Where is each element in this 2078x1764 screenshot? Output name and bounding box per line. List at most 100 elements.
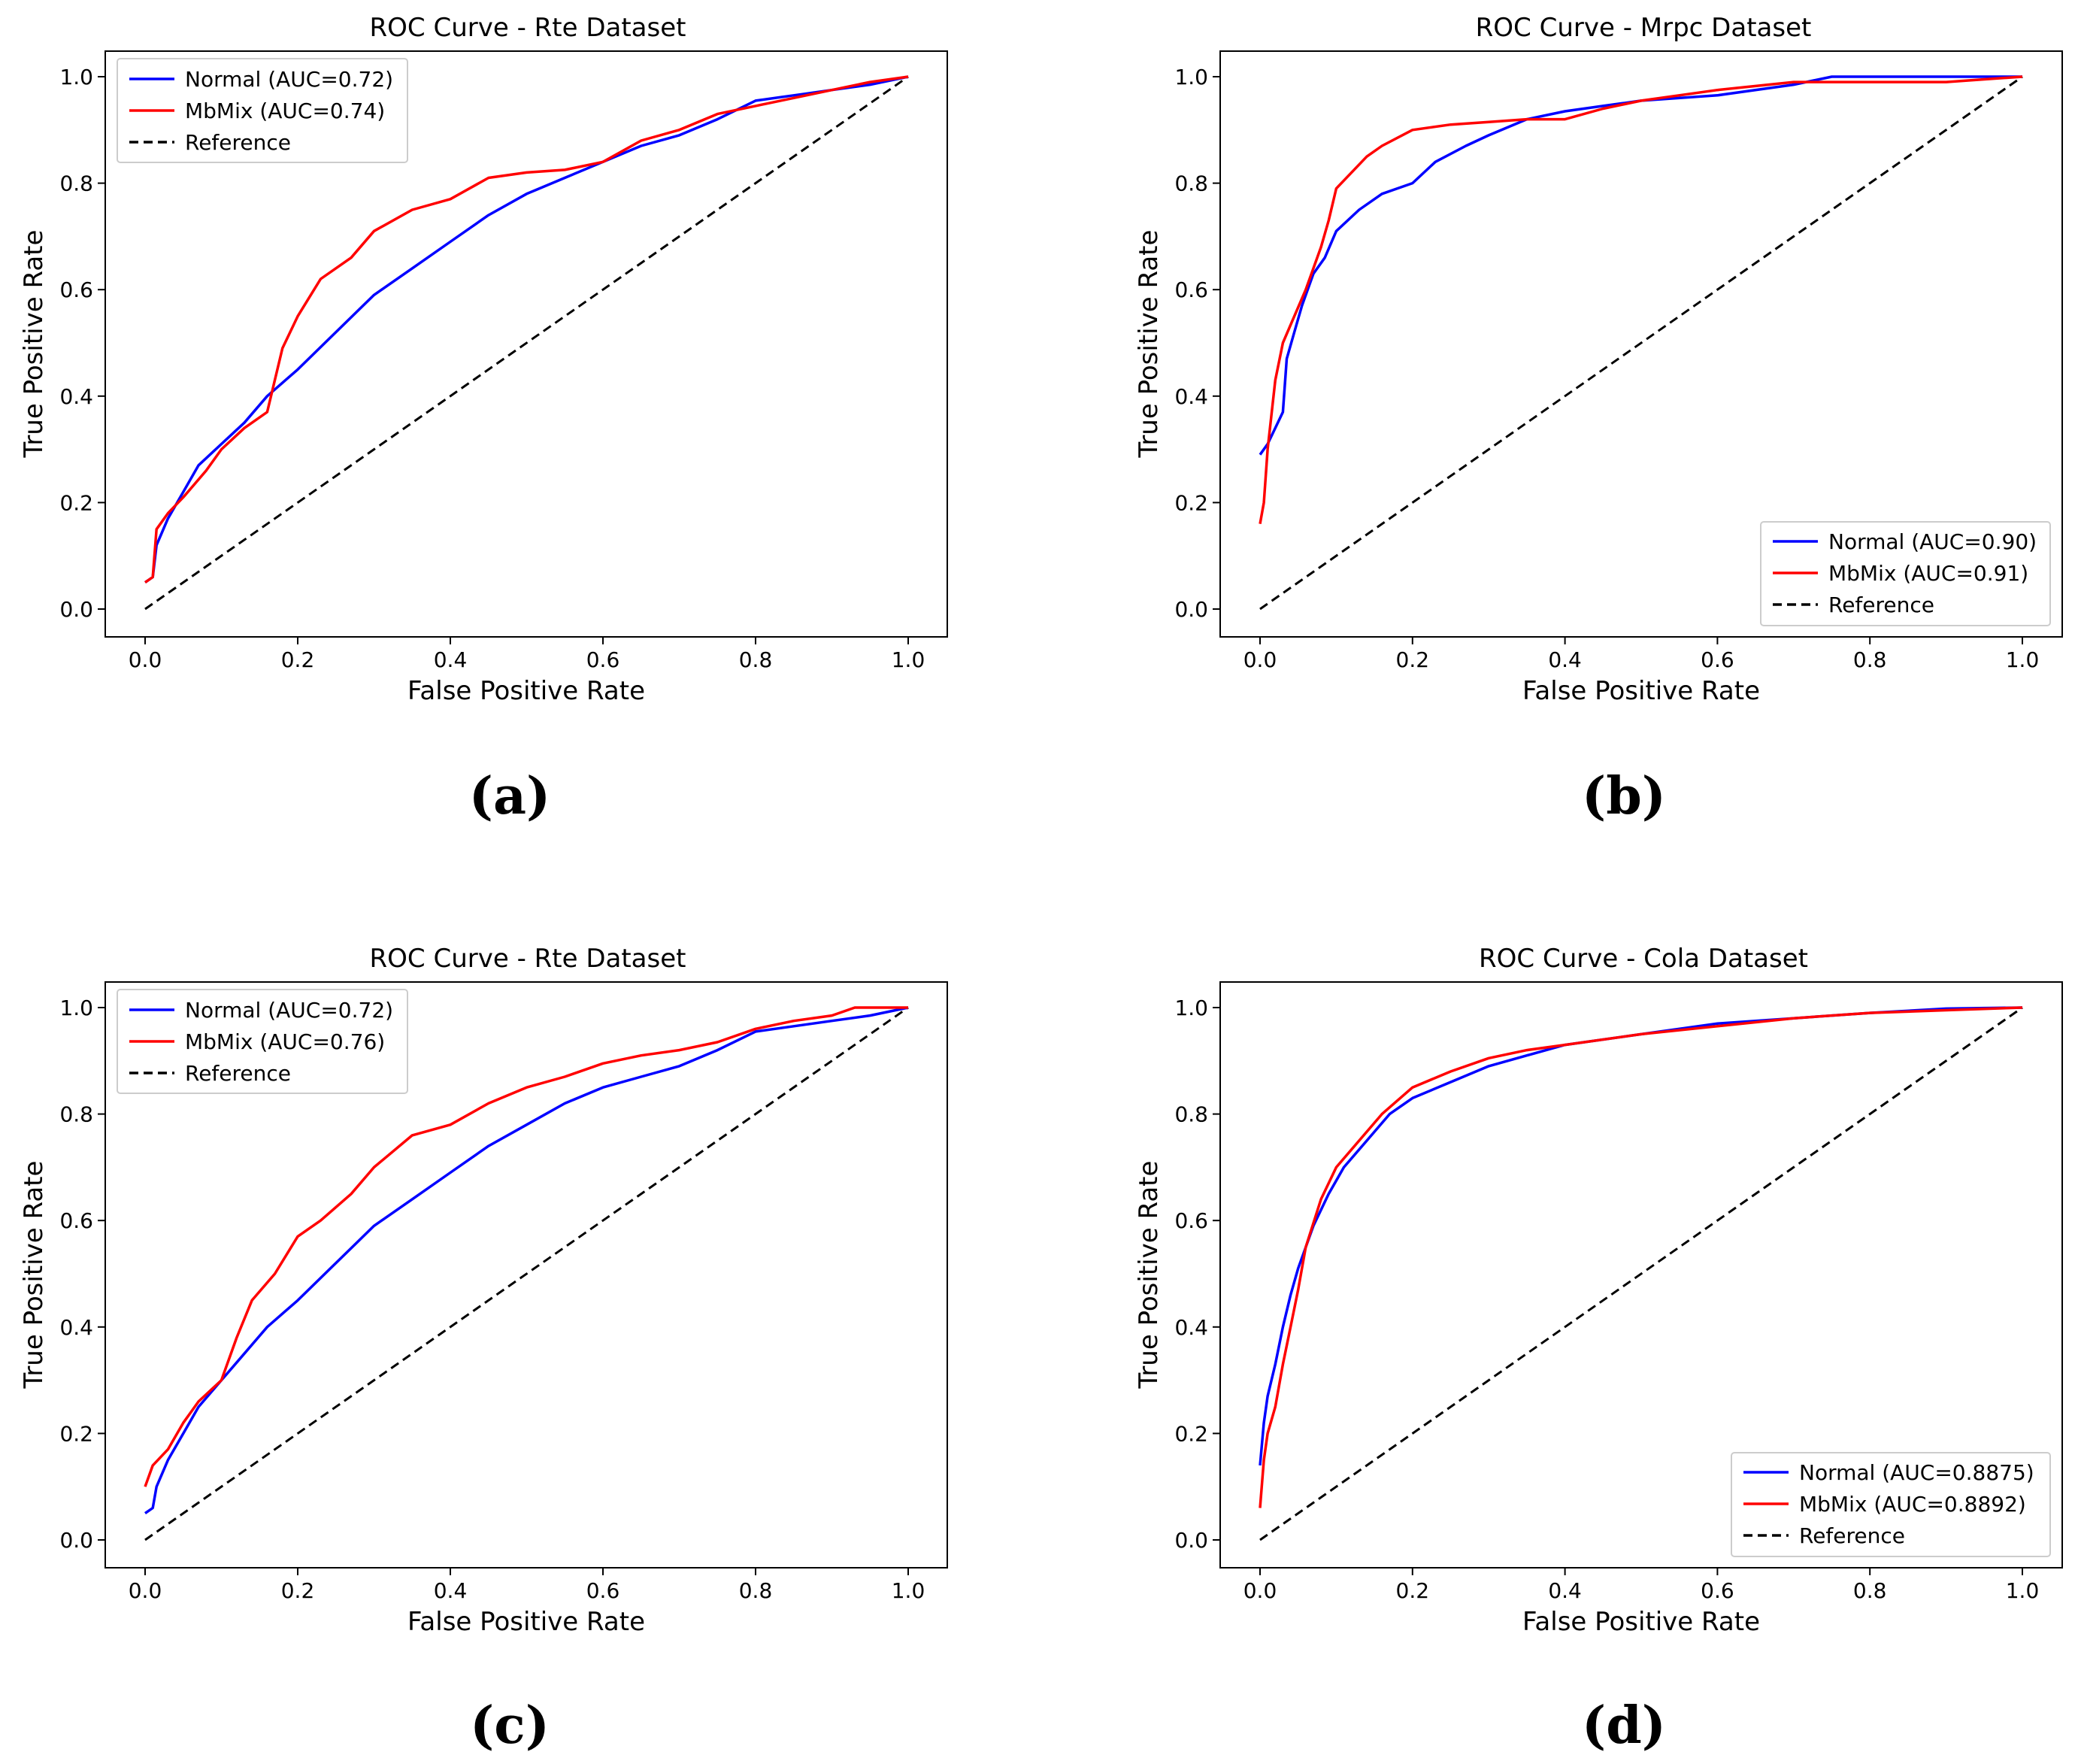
chart-title: ROC Curve - Rte Dataset — [370, 13, 686, 43]
series-mbmix-line — [1259, 1006, 2023, 1508]
y-tick-label: 0.4 — [59, 1315, 93, 1340]
legend-label-reference: Reference — [185, 1061, 291, 1086]
panel-b: ROC Curve - Mrpc Dataset 0.0 0.2 0.4 0.6 0.8… — [1134, 13, 2063, 826]
panel-a: ROC Curve - Rte Dataset 0.0 0.2 0.4 0.6 0.8 1… — [19, 13, 948, 826]
chart-title: ROC Curve - Cola Dataset — [1479, 944, 1808, 974]
series-normal-line — [1259, 1006, 2023, 1466]
legend-box — [117, 989, 408, 1094]
y-tick-label: 0.0 — [59, 1528, 93, 1553]
y-tick-label: 0.2 — [1174, 490, 1208, 515]
y-tick-label: 0.0 — [59, 597, 93, 622]
x-tick-label: 0.8 — [1853, 647, 1887, 672]
x-axis-label: False Positive Rate — [1522, 1607, 1760, 1637]
legend: Normal (AUC=0.90) MbMix (AUC=0.91) Refer… — [1760, 521, 2051, 626]
x-tick-label: 0.2 — [281, 647, 315, 672]
y-tick-label: 0.8 — [1174, 1102, 1208, 1127]
x-tick-label: 0.6 — [1701, 647, 1734, 672]
x-tick-label: 0.2 — [1396, 1578, 1430, 1603]
x-tick-label: 0.8 — [739, 647, 773, 672]
chart-title: ROC Curve - Rte Dataset — [370, 944, 686, 974]
y-tick-label: 0.6 — [1174, 1208, 1208, 1233]
y-tick-label: 0.4 — [1174, 384, 1208, 409]
x-tick-label: 0.0 — [129, 1578, 162, 1603]
y-tick-label: 1.0 — [1174, 65, 1208, 89]
series-normal-line — [1259, 75, 2022, 456]
y-axis-label: True Positive Rate — [1134, 230, 1164, 459]
plot-area: 0.0 0.2 0.4 0.6 0.8 1.0 0.0 0.2 0.4 0.6 0.8 1.0 — [1174, 996, 2039, 1603]
plot-area: 0.0 0.2 0.4 0.6 0.8 1.0 0.0 0.2 0.4 0.6 0.8 1.0 — [1174, 65, 2039, 672]
y-tick-label: 0.8 — [59, 1102, 93, 1127]
x-tick-label: 1.0 — [2006, 1578, 2040, 1603]
panel-label: (d) — [1582, 1696, 1666, 1756]
y-tick-label: 1.0 — [59, 65, 93, 89]
legend: Normal (AUC=0.72) MbMix (AUC=0.76) Refer… — [117, 989, 408, 1094]
legend-label-normal: Normal (AUC=0.8875) — [1799, 1460, 2034, 1485]
x-tick-label: 1.0 — [2006, 647, 2040, 672]
series-mbmix-line — [144, 1006, 908, 1487]
x-tick-label: 0.6 — [586, 1578, 620, 1603]
panel-d: ROC Curve - Cola Dataset 0.0 0.2 0.4 0.6 0.8… — [1134, 944, 2063, 1756]
x-tick-label: 0.2 — [281, 1578, 315, 1603]
x-tick-label: 0.4 — [434, 647, 468, 672]
x-tick-label: 0.0 — [129, 647, 162, 672]
series-reference-line — [144, 1006, 909, 1541]
x-tick-label: 0.4 — [1548, 647, 1582, 672]
series-reference-line — [1259, 75, 2023, 611]
legend-label-mbmix: MbMix (AUC=0.91) — [1828, 561, 2028, 586]
y-tick-label: 0.6 — [1174, 277, 1208, 302]
x-tick-label: 1.0 — [892, 647, 925, 672]
x-tick-label: 0.6 — [586, 647, 620, 672]
plot-frame — [105, 50, 948, 638]
legend-label-normal: Normal (AUC=0.90) — [1828, 529, 2037, 554]
panel-label: (b) — [1582, 766, 1666, 826]
legend-label-reference: Reference — [1828, 593, 1934, 617]
x-tick-label: 0.4 — [434, 1578, 468, 1603]
y-tick-label: 0.8 — [59, 171, 93, 196]
y-tick-label: 0.0 — [1174, 1528, 1208, 1553]
series-mbmix-line — [144, 75, 909, 584]
legend: Normal (AUC=0.72) MbMix (AUC=0.74) Refer… — [117, 58, 408, 163]
legend-label-normal: Normal (AUC=0.72) — [185, 998, 393, 1023]
legend-box — [1760, 521, 2051, 626]
y-tick-label: 0.0 — [1174, 597, 1208, 622]
x-tick-label: 0.2 — [1396, 647, 1430, 672]
x-tick-label: 1.0 — [892, 1578, 925, 1603]
x-tick-label: 0.8 — [1853, 1578, 1887, 1603]
panel-label: (c) — [470, 1696, 550, 1756]
x-tick-label: 0.0 — [1243, 647, 1277, 672]
y-tick-label: 0.4 — [1174, 1315, 1208, 1340]
y-tick-label: 0.8 — [1174, 171, 1208, 196]
x-axis-label: False Positive Rate — [407, 1607, 645, 1637]
legend-label-mbmix: MbMix (AUC=0.74) — [185, 99, 385, 123]
legend-label-mbmix: MbMix (AUC=0.76) — [185, 1029, 385, 1054]
legend-label-normal: Normal (AUC=0.72) — [185, 67, 393, 92]
series-reference-line — [1259, 1006, 2023, 1541]
y-axis-label: True Positive Rate — [1134, 1161, 1164, 1390]
series-reference-line — [144, 75, 909, 611]
x-tick-label: 0.0 — [1243, 1578, 1277, 1603]
x-tick-label: 0.4 — [1548, 1578, 1582, 1603]
y-tick-label: 0.2 — [59, 1421, 93, 1446]
y-tick-label: 1.0 — [59, 996, 93, 1020]
plot-area: 0.0 0.2 0.4 0.6 0.8 1.0 0.0 0.2 0.4 0.6 0.8 1.0 — [59, 65, 925, 672]
series-mbmix-line — [1259, 75, 2023, 525]
x-axis-label: False Positive Rate — [407, 676, 645, 706]
y-tick-label: 0.6 — [59, 1208, 93, 1233]
chart-title: ROC Curve - Mrpc Dataset — [1476, 13, 1812, 43]
y-axis-label: True Positive Rate — [19, 1161, 49, 1390]
x-axis-label: False Positive Rate — [1522, 676, 1760, 706]
plot-frame — [105, 981, 948, 1569]
plot-frame — [1219, 981, 2063, 1569]
panel-c: ROC Curve - Rte Dataset 0.0 0.2 0.4 0.6 0.8 1… — [19, 944, 948, 1756]
y-tick-label: 1.0 — [1174, 996, 1208, 1020]
y-tick-label: 0.6 — [59, 277, 93, 302]
y-tick-label: 0.2 — [1174, 1421, 1208, 1446]
legend-label-mbmix: MbMix (AUC=0.8892) — [1799, 1492, 2026, 1517]
plot-frame — [1219, 50, 2063, 638]
legend-label-reference: Reference — [185, 130, 291, 155]
panel-label: (a) — [469, 766, 550, 826]
legend-label-reference: Reference — [1799, 1523, 1905, 1548]
x-tick-label: 0.6 — [1701, 1578, 1734, 1603]
legend-box — [1731, 1452, 2051, 1557]
